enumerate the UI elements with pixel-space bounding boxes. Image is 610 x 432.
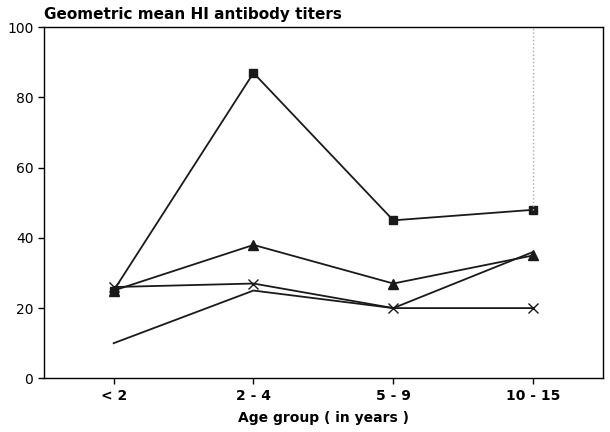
- Text: Geometric mean HI antibody titers: Geometric mean HI antibody titers: [44, 7, 342, 22]
- X-axis label: Age group ( in years ): Age group ( in years ): [238, 411, 409, 425]
